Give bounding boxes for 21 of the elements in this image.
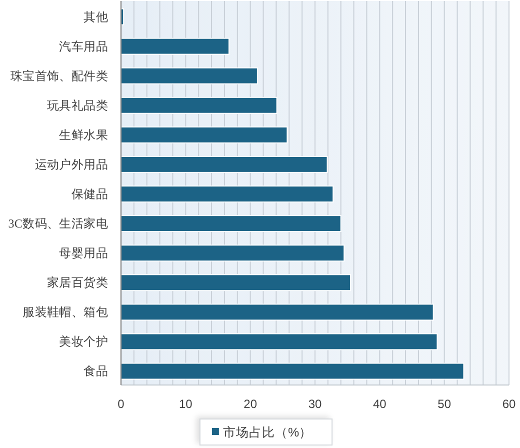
x-tick-label: 20: [244, 397, 258, 411]
y-tick-label: 食品: [84, 364, 108, 378]
y-tick-label: 珠宝首饰、配件类: [10, 68, 108, 83]
y-tick-label: 运动户外用品: [34, 157, 108, 172]
y-tick-label: 保健品: [71, 187, 108, 201]
y-tick-label: 服装鞋帽、箱包: [22, 305, 108, 320]
x-tick-label: 40: [372, 397, 387, 411]
y-tick-label: 家居百货类: [47, 276, 108, 290]
legend: 市场占比（%）: [199, 418, 333, 446]
x-tick-label: 30: [308, 397, 322, 411]
y-tick-label: 3C数码、生活家电: [8, 216, 108, 231]
y-tick-label: 母婴用品: [59, 246, 108, 260]
y-tick-label: 美妆个护: [59, 334, 108, 349]
x-tick-label: 60: [502, 397, 516, 411]
y-tick-label: 玩具礼品类: [47, 98, 108, 112]
x-tick-label: 0: [118, 397, 125, 411]
y-tick-label: 其他: [84, 10, 108, 24]
y-tick-label: 汽车用品: [59, 39, 108, 54]
x-tick-label: 50: [438, 397, 452, 411]
y-tick-label: 生鲜水果: [59, 128, 108, 142]
x-tick-label: 10: [178, 397, 193, 411]
